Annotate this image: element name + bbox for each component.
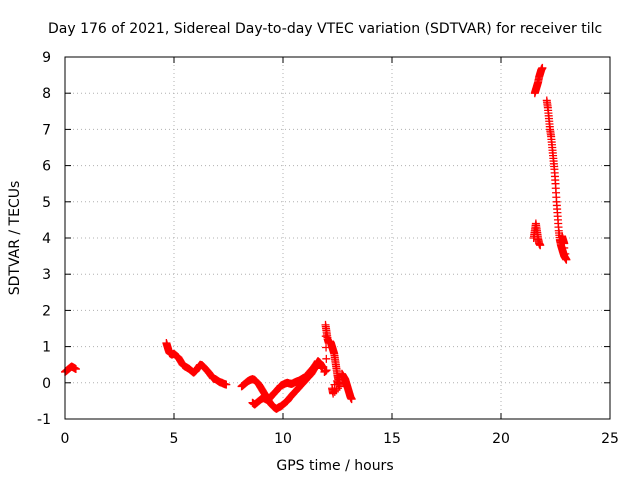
plot-frame <box>64 56 611 420</box>
data-point <box>538 63 547 72</box>
y-tick-label: 3 <box>42 267 51 283</box>
x-tick-label: 15 <box>383 431 401 447</box>
y-tick-label: 4 <box>42 231 51 247</box>
data-point <box>222 380 231 389</box>
x-tick-label: 20 <box>492 431 510 447</box>
y-tick-label: 7 <box>42 122 51 138</box>
data-point <box>322 366 331 375</box>
data-points <box>61 63 571 413</box>
chart-title: Day 176 of 2021, Sidereal Day-to-day VTE… <box>48 21 602 37</box>
x-tick-label: 10 <box>274 431 292 447</box>
data-point <box>318 362 327 371</box>
data-point <box>536 241 545 250</box>
y-tick-label: 8 <box>42 86 51 102</box>
x-tick-label: 25 <box>601 431 619 447</box>
y-tick-label: 6 <box>42 159 51 175</box>
axis-ticks: 0 5 10 15 20 25 -1 0 1 2 3 4 5 6 7 8 9 <box>37 50 619 447</box>
y-tick-label: 2 <box>42 303 51 319</box>
data-point <box>560 239 569 248</box>
y-axis-label: SDTVAR / TECUs <box>7 181 23 296</box>
y-tick-label: 9 <box>42 50 51 66</box>
x-tick-label: 0 <box>61 431 70 447</box>
data-point <box>347 395 356 404</box>
data-point <box>322 354 331 363</box>
y-tick-label: -1 <box>37 412 51 428</box>
grid <box>65 57 610 419</box>
y-tick-label: 0 <box>42 376 51 392</box>
data-point <box>561 249 570 258</box>
data-point <box>71 365 80 374</box>
y-tick-label: 1 <box>42 340 51 356</box>
x-axis-label: GPS time / hours <box>276 458 393 474</box>
y-tick-label: 5 <box>42 195 51 211</box>
data-point <box>562 255 571 264</box>
x-tick-label: 5 <box>170 431 179 447</box>
